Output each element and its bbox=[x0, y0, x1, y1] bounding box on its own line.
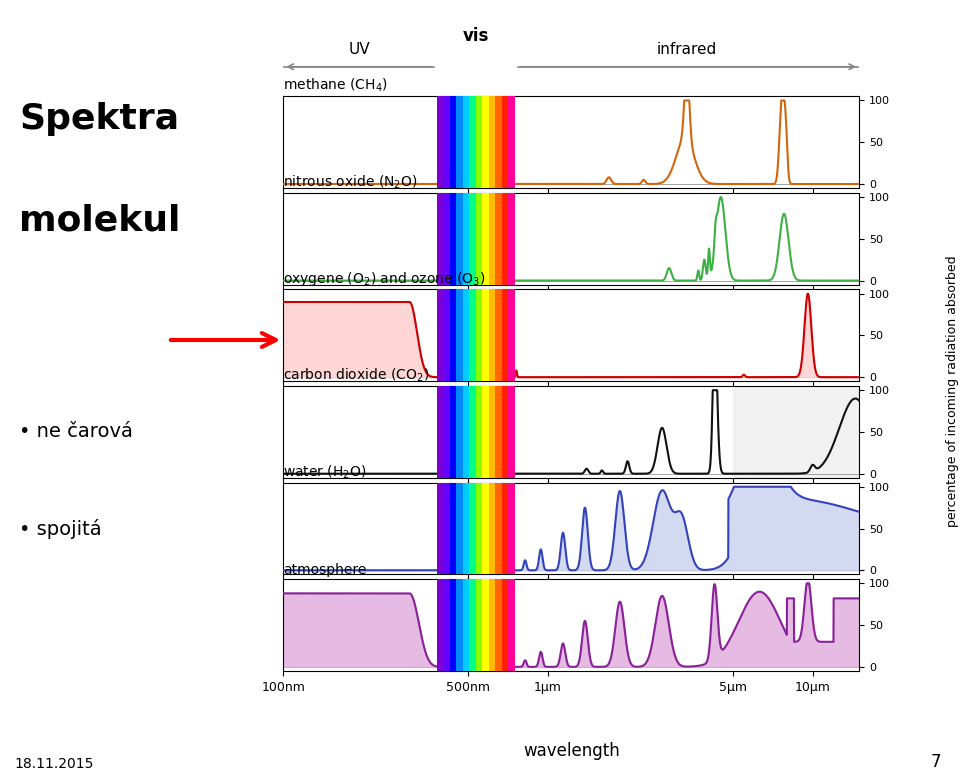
Bar bbox=[489, 482, 495, 575]
Bar bbox=[444, 290, 449, 381]
Text: wavelength: wavelength bbox=[523, 742, 619, 760]
Text: atmosphere: atmosphere bbox=[283, 563, 367, 577]
Bar bbox=[456, 96, 463, 188]
Bar bbox=[463, 193, 469, 285]
Bar bbox=[482, 482, 489, 575]
Bar bbox=[449, 96, 456, 188]
Bar bbox=[489, 290, 495, 381]
Bar bbox=[456, 482, 463, 575]
Text: UV: UV bbox=[349, 41, 371, 56]
Bar bbox=[489, 386, 495, 478]
Bar bbox=[495, 193, 502, 285]
Bar bbox=[482, 290, 489, 381]
Bar bbox=[437, 96, 444, 188]
Bar bbox=[469, 579, 476, 671]
Bar bbox=[476, 579, 482, 671]
Bar bbox=[437, 579, 444, 671]
Bar bbox=[437, 290, 444, 381]
Bar bbox=[476, 290, 482, 381]
Bar bbox=[437, 193, 444, 285]
Bar bbox=[444, 482, 449, 575]
Bar bbox=[463, 579, 469, 671]
Bar bbox=[476, 482, 482, 575]
Bar bbox=[732, 386, 859, 478]
Text: vis: vis bbox=[463, 27, 489, 45]
Bar bbox=[495, 290, 502, 381]
Bar bbox=[489, 193, 495, 285]
Text: methane (CH$_4$): methane (CH$_4$) bbox=[283, 77, 388, 95]
Text: 18.11.2015: 18.11.2015 bbox=[14, 757, 94, 771]
Bar bbox=[463, 386, 469, 478]
Bar bbox=[502, 482, 508, 575]
Bar bbox=[463, 290, 469, 381]
Bar bbox=[495, 386, 502, 478]
Bar bbox=[482, 193, 489, 285]
Text: carbon dioxide (CO$_2$): carbon dioxide (CO$_2$) bbox=[283, 366, 429, 384]
Bar bbox=[495, 579, 502, 671]
Bar bbox=[469, 482, 476, 575]
Bar bbox=[469, 386, 476, 478]
Text: oxygene (O$_2$) and ozone (O$_3$): oxygene (O$_2$) and ozone (O$_3$) bbox=[283, 269, 486, 287]
Bar bbox=[463, 96, 469, 188]
Bar bbox=[444, 193, 449, 285]
Bar bbox=[444, 386, 449, 478]
Bar bbox=[449, 193, 456, 285]
Bar bbox=[502, 96, 508, 188]
Bar bbox=[508, 482, 515, 575]
Bar bbox=[437, 386, 444, 478]
Bar bbox=[469, 193, 476, 285]
Bar bbox=[482, 579, 489, 671]
Bar bbox=[508, 386, 515, 478]
Bar bbox=[508, 96, 515, 188]
Bar bbox=[502, 193, 508, 285]
Text: • ne čarová: • ne čarová bbox=[19, 423, 133, 442]
Bar bbox=[437, 482, 444, 575]
Text: percentage of incoming radiation absorbed: percentage of incoming radiation absorbe… bbox=[946, 256, 959, 527]
Bar bbox=[463, 482, 469, 575]
Bar bbox=[444, 96, 449, 188]
Text: • spojitá: • spojitá bbox=[19, 518, 102, 539]
Bar bbox=[476, 193, 482, 285]
Bar bbox=[449, 482, 456, 575]
Text: water (H$_2$O): water (H$_2$O) bbox=[283, 464, 367, 481]
Bar bbox=[502, 386, 508, 478]
Bar bbox=[489, 96, 495, 188]
Bar bbox=[482, 386, 489, 478]
Text: nitrous oxide (N$_2$O): nitrous oxide (N$_2$O) bbox=[283, 174, 418, 191]
Bar bbox=[495, 96, 502, 188]
Bar bbox=[502, 579, 508, 671]
Bar bbox=[495, 482, 502, 575]
Bar bbox=[444, 579, 449, 671]
Bar bbox=[502, 290, 508, 381]
Bar bbox=[482, 96, 489, 188]
Bar bbox=[456, 579, 463, 671]
Bar bbox=[456, 193, 463, 285]
Bar bbox=[469, 96, 476, 188]
Text: Spektra: Spektra bbox=[19, 102, 180, 135]
Text: infrared: infrared bbox=[657, 41, 717, 56]
Text: 7: 7 bbox=[930, 753, 941, 771]
Bar bbox=[456, 290, 463, 381]
Bar bbox=[489, 579, 495, 671]
Bar bbox=[469, 290, 476, 381]
Bar bbox=[508, 290, 515, 381]
Bar bbox=[456, 386, 463, 478]
Bar bbox=[508, 193, 515, 285]
Bar bbox=[476, 96, 482, 188]
Bar bbox=[476, 386, 482, 478]
Bar bbox=[449, 386, 456, 478]
Text: molekul: molekul bbox=[19, 204, 180, 237]
Bar bbox=[508, 579, 515, 671]
Bar bbox=[449, 290, 456, 381]
Bar bbox=[449, 579, 456, 671]
